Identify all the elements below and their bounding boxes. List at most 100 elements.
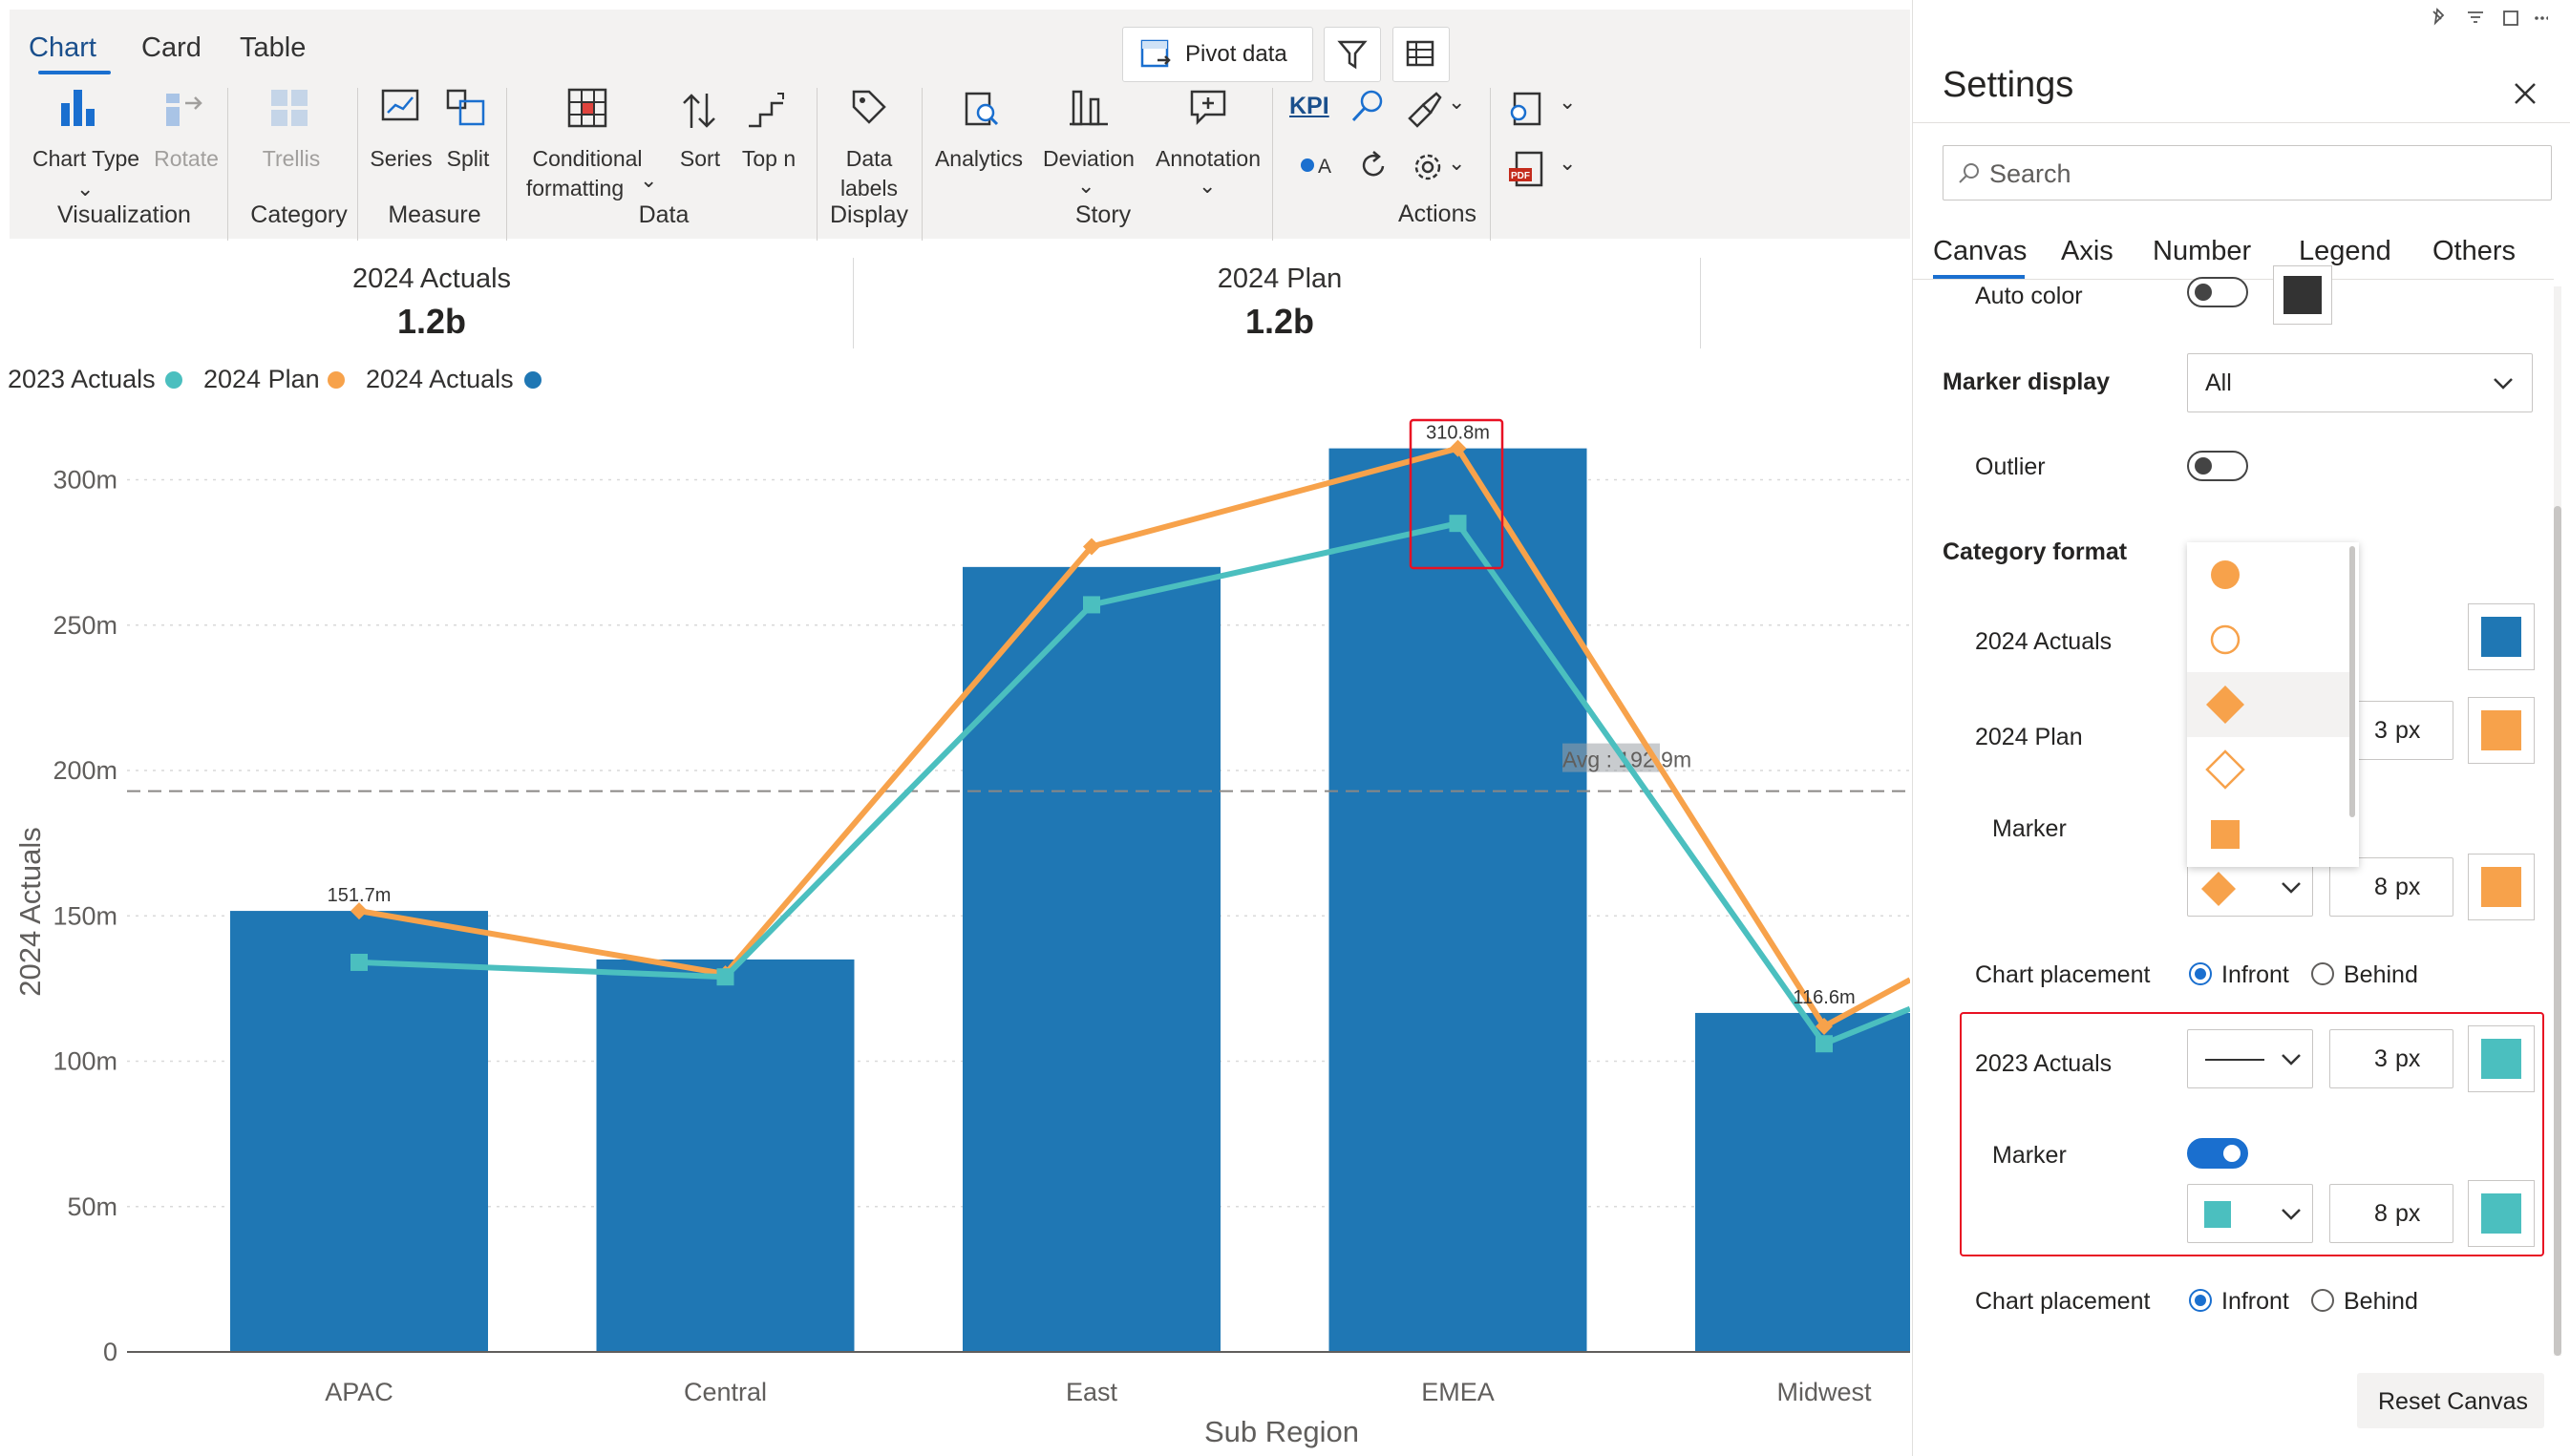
split-button[interactable]: Split: [446, 146, 490, 171]
chart-type-button[interactable]: Chart Type: [32, 146, 140, 171]
annotation-icon: [1190, 90, 1226, 126]
pivot-icon: [1140, 39, 1171, 68]
divider: [1912, 122, 2570, 123]
bar: [1328, 448, 1587, 1352]
pdf-export-icon[interactable]: PDF: [1507, 151, 1549, 189]
rotate-button[interactable]: Rotate: [154, 146, 219, 171]
line-width-input[interactable]: 3 px: [2329, 1029, 2453, 1088]
infront-radio[interactable]: [2189, 1289, 2212, 1312]
row-label-2023-actuals: 2023 Actuals: [1975, 1050, 2113, 1077]
data-labels-button[interactable]: labels: [839, 176, 899, 200]
color-swatch-2024-plan[interactable]: [2468, 697, 2535, 764]
chevron-down-icon[interactable]: ⌄: [1077, 174, 1095, 198]
hollow-circle-icon[interactable]: [2206, 621, 2244, 659]
search-input[interactable]: Search: [1943, 145, 2552, 200]
scrollbar-thumb[interactable]: [2554, 506, 2561, 1356]
chevron-down-icon[interactable]: ⌄: [1448, 151, 1466, 175]
line-style-dropdown[interactable]: [2187, 1029, 2313, 1088]
deviation-button[interactable]: Deviation: [1043, 146, 1135, 171]
conditional-label-1[interactable]: Conditional: [532, 146, 643, 171]
behind-radio[interactable]: [2311, 962, 2334, 985]
marker-size-input[interactable]: 8 px: [2329, 1184, 2453, 1243]
sort-icon: [683, 94, 715, 128]
category-format-label: Category format: [1943, 538, 2128, 565]
legend-marker: [328, 371, 345, 389]
reset-icon[interactable]: [1356, 149, 1391, 183]
pivot-data-button[interactable]: Pivot data: [1122, 27, 1313, 82]
tab-table[interactable]: Table: [240, 32, 307, 63]
x-tick-label: Central: [684, 1378, 767, 1406]
legend-item-label[interactable]: 2024 Actuals: [366, 365, 514, 393]
filled-diamond-icon[interactable]: [2204, 684, 2246, 726]
legend-item-label[interactable]: 2024 Plan: [203, 365, 320, 393]
color-swatch-2023-actuals[interactable]: [2468, 1025, 2535, 1092]
paint-brush-icon[interactable]: [1404, 90, 1442, 128]
hollow-diamond-icon[interactable]: [2204, 749, 2246, 791]
color-swatch-2024-actuals[interactable]: [2468, 603, 2535, 670]
tab-number[interactable]: Number: [2153, 236, 2252, 266]
legend-item-label[interactable]: 2023 Actuals: [8, 365, 156, 393]
marker-color-swatch[interactable]: [2468, 1180, 2535, 1247]
data-label-a-icon[interactable]: A: [1299, 151, 1341, 179]
filter-button[interactable]: [1324, 27, 1381, 82]
chevron-down-icon[interactable]: ⌄: [76, 177, 95, 200]
marker-shape-dropdown[interactable]: [2187, 1184, 2313, 1243]
tab-axis[interactable]: Axis: [2061, 236, 2113, 266]
data-labels-label-1[interactable]: Data: [845, 146, 893, 171]
chart-placement-label: Chart placement: [1975, 1288, 2151, 1315]
divider: [1700, 258, 1701, 348]
highlight-box: [1960, 1012, 2544, 1256]
chevron-down-icon[interactable]: ⌄: [1559, 151, 1577, 175]
marker-label: Marker: [1992, 1142, 2067, 1169]
chart-placement-label: Chart placement: [1975, 961, 2151, 988]
marker-color-swatch[interactable]: [2468, 854, 2535, 920]
gear-icon[interactable]: [1410, 149, 1446, 185]
divider: [853, 258, 854, 348]
marker-shape-dropdown[interactable]: [2187, 857, 2313, 917]
sort-button[interactable]: Sort: [679, 146, 721, 171]
auto-color-swatch[interactable]: [2273, 265, 2332, 325]
marker-size-value: 8: [2374, 1200, 2388, 1227]
reset-canvas-label: Reset Canvas: [2378, 1388, 2529, 1415]
filled-square-icon[interactable]: [2208, 817, 2242, 852]
divider: [922, 88, 923, 241]
outlier-toggle[interactable]: [2187, 451, 2248, 481]
px-unit: px: [2395, 874, 2421, 900]
chevron-down-icon[interactable]: ⌄: [1559, 90, 1577, 114]
table-edit-icon: [1406, 40, 1434, 67]
annotation-button[interactable]: Annotation: [1156, 146, 1261, 171]
export-settings-icon[interactable]: [1507, 90, 1549, 128]
chevron-down-icon[interactable]: ⌄: [640, 168, 658, 192]
analytics-button[interactable]: Analytics: [934, 146, 1024, 171]
list-scrollbar[interactable]: [2349, 546, 2355, 817]
behind-radio[interactable]: [2311, 1289, 2334, 1312]
marker-toggle[interactable]: [2187, 1138, 2248, 1169]
search-zoom-icon[interactable]: [1349, 88, 1387, 126]
search-placeholder: Search: [1989, 159, 2071, 188]
infront-radio[interactable]: [2189, 962, 2212, 985]
reset-canvas-button[interactable]: Reset Canvas: [2357, 1373, 2544, 1428]
tab-chart[interactable]: Chart: [29, 32, 96, 63]
series-button[interactable]: Series: [370, 146, 433, 171]
table-edit-button[interactable]: [1392, 27, 1450, 82]
filled-circle-icon[interactable]: [2206, 556, 2244, 594]
kpi-button[interactable]: KPI: [1289, 93, 1329, 119]
marker-size-input[interactable]: 8 px: [2329, 857, 2453, 917]
kpi-value: 1.2b: [396, 302, 467, 341]
chevron-down-icon[interactable]: ⌄: [1448, 90, 1466, 114]
close-icon[interactable]: [2512, 80, 2538, 107]
tab-legend[interactable]: Legend: [2299, 236, 2391, 266]
tab-canvas[interactable]: Canvas: [1933, 236, 2028, 266]
trellis-button[interactable]: Trellis: [262, 146, 321, 171]
top-n-button[interactable]: Top n: [741, 146, 796, 171]
tab-card[interactable]: Card: [141, 32, 202, 63]
auto-color-toggle[interactable]: [2187, 277, 2248, 307]
chart-type-icon[interactable]: [55, 86, 99, 130]
y-tick-label: 0: [103, 1338, 117, 1366]
tab-others[interactable]: Others: [2432, 236, 2517, 266]
pivot-data-label: Pivot data: [1185, 41, 1287, 67]
marker-display-dropdown[interactable]: All: [2187, 353, 2533, 412]
chevron-down-icon[interactable]: ⌄: [1199, 174, 1217, 198]
conditional-formatting-button[interactable]: formatting: [525, 176, 625, 200]
divider: [506, 88, 507, 241]
